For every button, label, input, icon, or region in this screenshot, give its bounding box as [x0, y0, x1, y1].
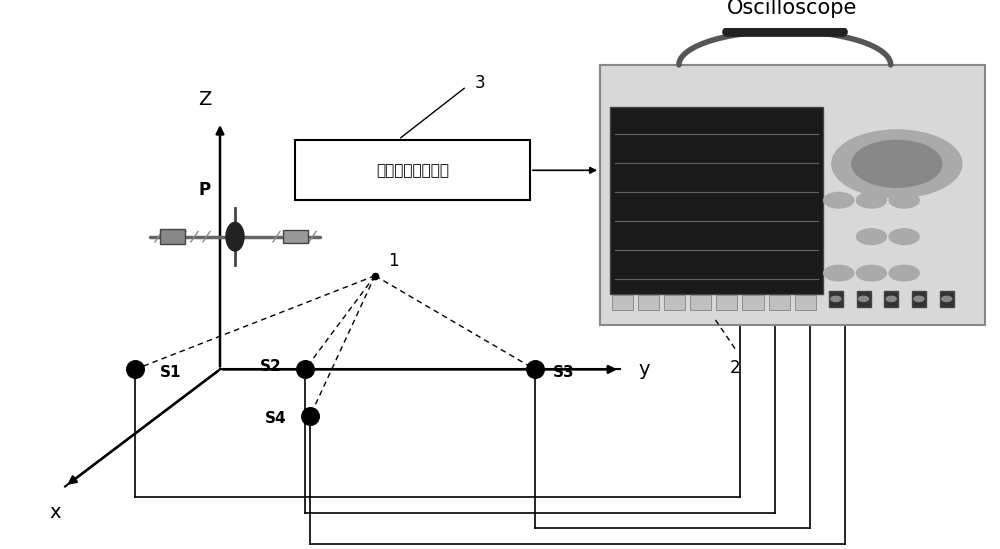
Point: [297, 365, 313, 374]
Text: S4: S4: [265, 411, 287, 427]
Bar: [664, 295, 685, 310]
Bar: [283, 230, 308, 243]
Bar: [638, 295, 659, 310]
Circle shape: [856, 193, 886, 208]
Circle shape: [856, 229, 886, 244]
Point: [367, 271, 383, 280]
Text: 1: 1: [388, 253, 399, 270]
Ellipse shape: [226, 222, 244, 251]
Bar: [742, 295, 764, 310]
Circle shape: [886, 296, 896, 301]
Circle shape: [889, 193, 919, 208]
Circle shape: [824, 265, 854, 281]
Text: Z: Z: [198, 90, 212, 109]
Bar: [769, 295, 790, 310]
Circle shape: [889, 265, 919, 281]
Bar: [600, 65, 985, 325]
Circle shape: [889, 229, 919, 244]
Text: S1: S1: [160, 365, 182, 379]
Circle shape: [856, 265, 886, 281]
Point: [127, 365, 143, 374]
Text: S3: S3: [553, 365, 575, 379]
Bar: [690, 295, 711, 310]
Text: x: x: [49, 503, 61, 522]
Text: 3: 3: [474, 74, 485, 92]
Bar: [857, 290, 871, 307]
Text: Oscilloscope: Oscilloscope: [727, 0, 858, 18]
Bar: [829, 290, 843, 307]
Bar: [610, 107, 823, 294]
Text: y: y: [638, 360, 650, 379]
Circle shape: [859, 296, 869, 301]
Bar: [716, 295, 737, 310]
Bar: [795, 295, 816, 310]
Bar: [612, 295, 633, 310]
Circle shape: [831, 296, 841, 301]
Bar: [912, 290, 926, 307]
Bar: [884, 290, 898, 307]
Point: [527, 365, 543, 374]
Text: 2: 2: [730, 359, 740, 377]
Circle shape: [852, 141, 942, 187]
Circle shape: [942, 296, 952, 301]
Circle shape: [914, 296, 924, 301]
Point: [302, 412, 318, 421]
Bar: [295, 141, 530, 200]
Text: S2: S2: [260, 359, 282, 374]
Circle shape: [832, 130, 962, 198]
Circle shape: [824, 193, 854, 208]
Text: 局放三维定位模块: 局放三维定位模块: [376, 163, 449, 178]
Bar: [160, 229, 185, 244]
Text: P: P: [199, 181, 211, 199]
Bar: [940, 290, 954, 307]
